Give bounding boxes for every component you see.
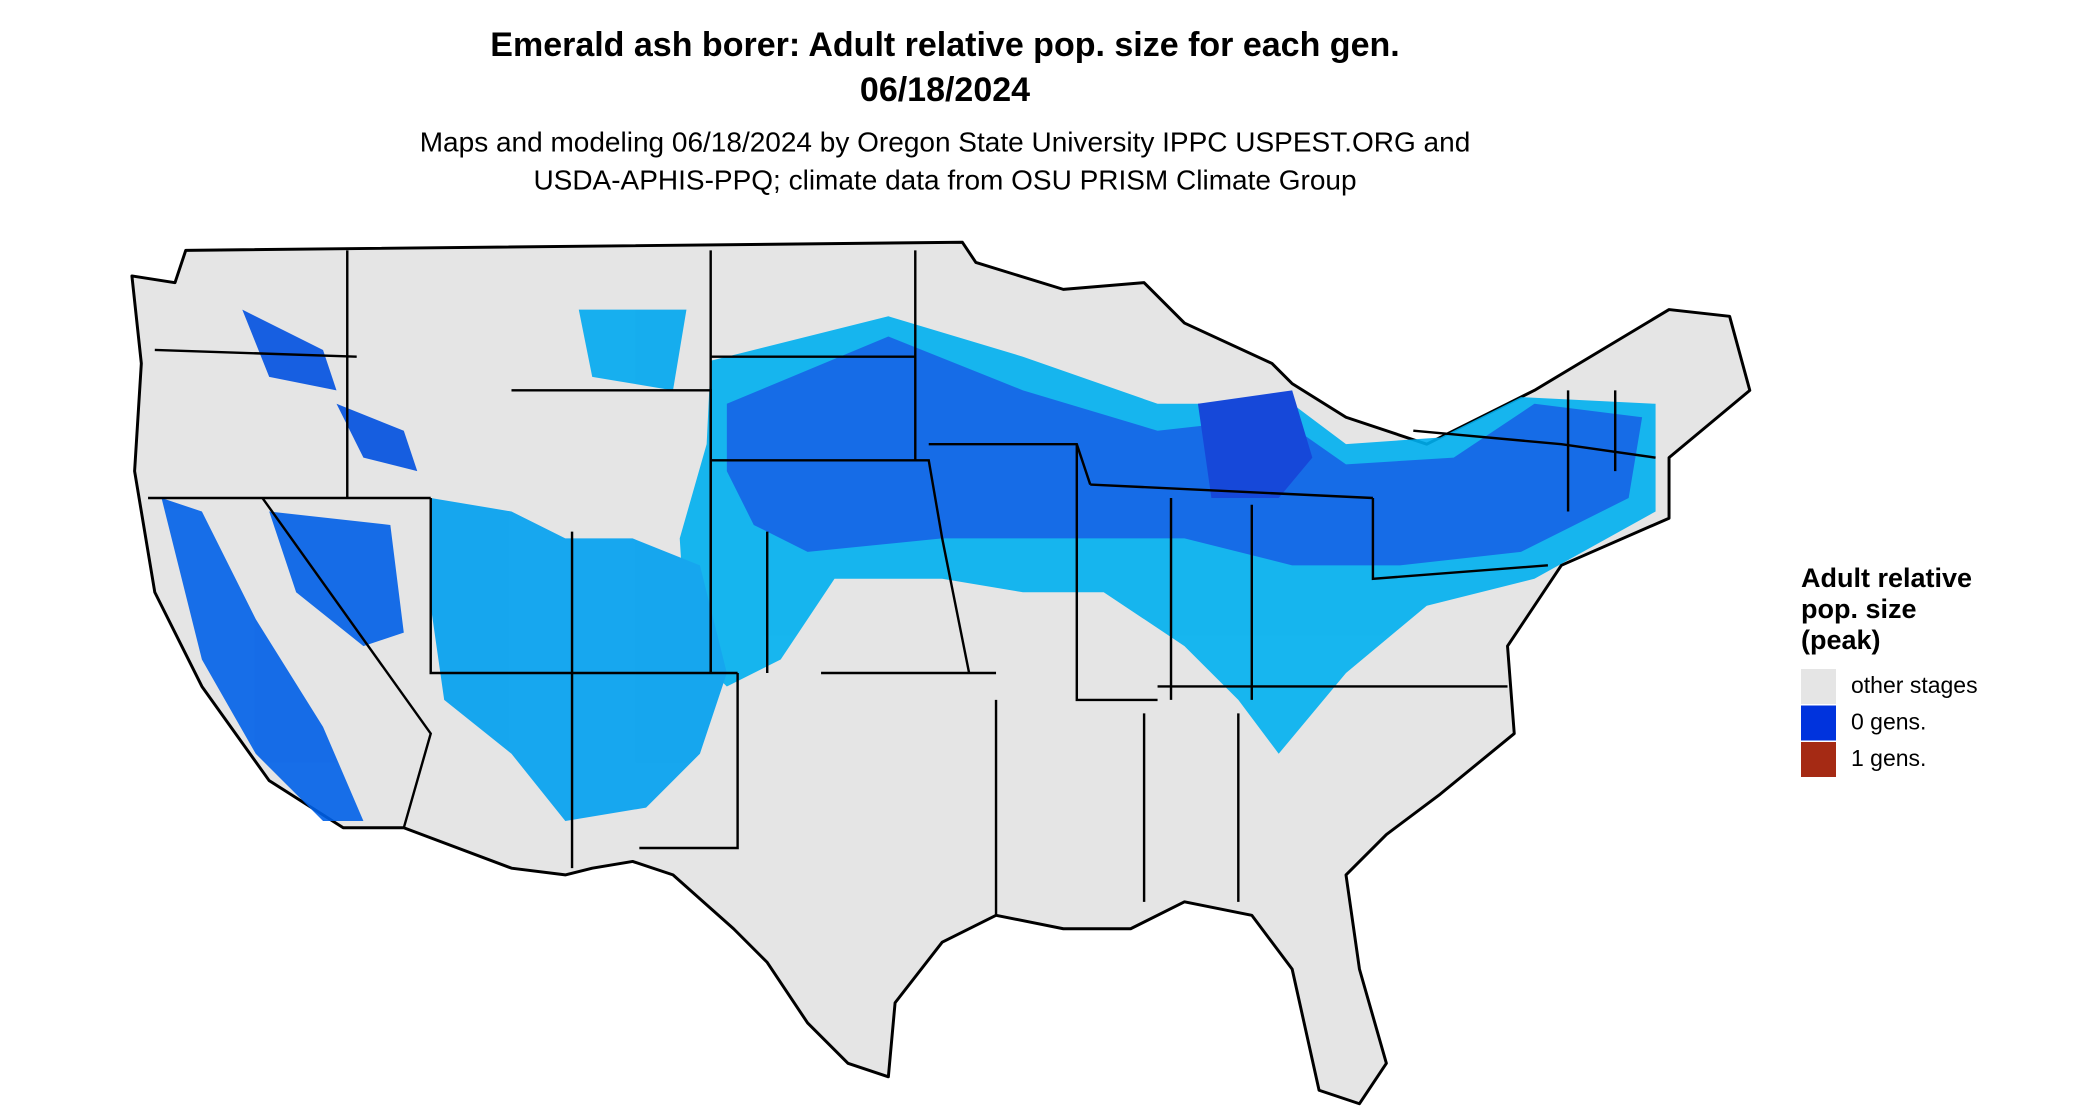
state-borders — [148, 250, 1656, 916]
subtitle: USDA-APHIS-PPQ; climate data from OSU PR… — [533, 164, 1356, 195]
title: Emerald ash borer: Adult relative pop. s… — [490, 26, 1399, 64]
legend-swatch — [1801, 705, 1836, 741]
subtitle: Maps and modeling 06/18/2024 by Oregon S… — [420, 126, 1471, 157]
legend-swatch — [1801, 742, 1836, 777]
legend-title: (peak) — [1801, 625, 1881, 655]
date: 06/18/2024 — [860, 71, 1030, 109]
legend-label: 0 gens. — [1851, 709, 1926, 735]
legend: Adult relative pop. size (peak) other st… — [1801, 563, 1978, 777]
legend-title: Adult relative — [1801, 563, 1972, 593]
legend-title: pop. size — [1801, 594, 1917, 624]
pop-size-areas — [161, 309, 1656, 822]
legend-swatch — [1801, 669, 1836, 704]
map — [130, 240, 1752, 1106]
legend-label: 1 gens. — [1851, 745, 1926, 771]
legend-label: other stages — [1851, 672, 1978, 698]
